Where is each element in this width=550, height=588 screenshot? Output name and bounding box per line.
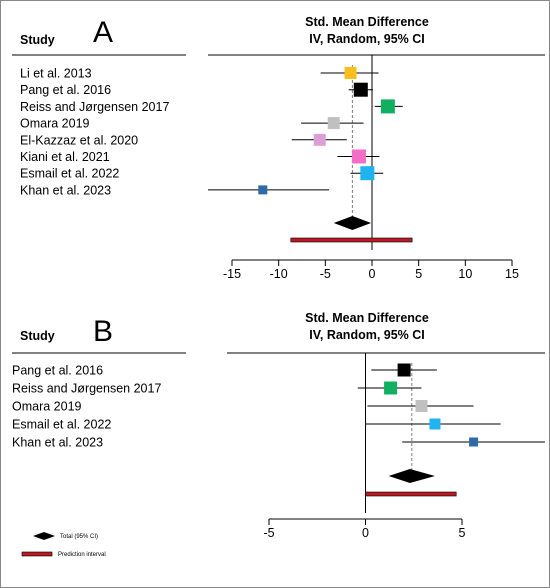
panel-b-study-label: Pang et al. 2016 xyxy=(12,364,103,378)
panel-a-study-estimate-marker xyxy=(360,166,375,181)
panel-b-x-tick-label: -5 xyxy=(263,526,274,540)
panel-b-study-estimate-marker xyxy=(397,363,411,377)
panel-a-x-tick-label: 5 xyxy=(415,267,422,281)
panel-b-study-labels: Pang et al. 2016 Reiss and Jørgensen 2017… xyxy=(12,364,161,450)
panel-a-pooled-diamond xyxy=(333,216,372,230)
panel-b-study-estimate-marker xyxy=(469,437,479,447)
panel-b: B Study Std. Mean Difference IV, Random,… xyxy=(12,311,545,540)
panel-b-header-line2: IV, Random, 95% CI xyxy=(309,328,425,342)
panel-a-study-estimate-marker xyxy=(351,149,366,164)
legend-total-label: Total (95% CI) xyxy=(60,534,98,540)
panel-b-study-label: Esmail et al. 2022 xyxy=(12,418,111,432)
panel-a-study-label: Reiss and Jørgensen 2017 xyxy=(20,100,169,114)
panel-b-study-estimate-marker xyxy=(415,400,428,412)
panel-a-study-estimate-marker xyxy=(353,82,368,97)
panel-a-study-labels: Li et al. 2013 Pang et al. 2016 Reiss and … xyxy=(20,67,169,198)
legend-total-diamond-icon xyxy=(33,532,55,540)
panel-b-pooled-diamond xyxy=(388,469,435,483)
panel-a-study-estimate-marker xyxy=(380,99,395,114)
panel-b-study-label: Reiss and Jørgensen 2017 xyxy=(12,382,161,396)
panel-b-prediction-interval-bar xyxy=(365,491,457,497)
panel-a-header-line2: IV, Random, 95% CI xyxy=(309,32,425,46)
panel-a-label: A xyxy=(93,16,113,49)
panel-a-study-label: Khan et al. 2023 xyxy=(20,183,111,197)
panel-a-x-tick-label: 10 xyxy=(458,267,472,281)
panel-a-study-label: El-Kazzaz et al. 2020 xyxy=(20,133,138,147)
panel-a-study-label: Esmail et al. 2022 xyxy=(20,167,119,181)
legend-prediction-label: Prediction interval xyxy=(58,552,106,558)
panel-b-x-tick-label: 5 xyxy=(459,526,466,540)
legend: Total (95% CI) Prediction interval xyxy=(21,532,106,558)
panel-b-label: B xyxy=(93,315,113,348)
panel-a-x-tick-label: 15 xyxy=(505,267,519,281)
panel-a-x-tick-label: -5 xyxy=(320,267,331,281)
panel-b-study-label: Omara 2019 xyxy=(12,400,82,414)
panel-a-x-tick-label: -10 xyxy=(270,267,288,281)
panel-b-x-tick-label: 0 xyxy=(362,526,369,540)
panel-a-study-label: Pang et al. 2016 xyxy=(20,83,111,97)
panel-b-header-line1: Std. Mean Difference xyxy=(305,311,429,325)
panel-a-x-tick-label: -15 xyxy=(223,267,241,281)
panel-a-study-estimate-marker xyxy=(258,185,268,195)
panel-b-study-header: Study xyxy=(20,329,55,343)
panel-a-study-estimate-marker xyxy=(313,133,326,146)
panel-a-prediction-interval-bar xyxy=(290,237,413,243)
panel-b-plot-area: -5 0 5 xyxy=(263,353,545,540)
panel-a-study-label: Kiani et al. 2021 xyxy=(20,150,110,164)
panel-a-plot-area: -15 -10 -5 0 5 10 15 xyxy=(208,55,519,281)
panel-b-study-label: Khan et al. 2023 xyxy=(12,436,103,450)
panel-a-study-label: Omara 2019 xyxy=(20,117,90,131)
panel-a-study-estimate-marker xyxy=(327,117,340,130)
panel-a-study-estimate-marker xyxy=(344,67,357,79)
panel-a: A Study Std. Mean Difference IV, Random,… xyxy=(12,15,545,281)
panel-b-study-estimate-marker xyxy=(384,381,398,395)
panel-a-header-line1: Std. Mean Difference xyxy=(305,15,429,29)
legend-prediction-swatch-icon xyxy=(21,551,53,557)
panel-a-study-label: Li et al. 2013 xyxy=(20,67,92,81)
panel-a-x-tick-label: 0 xyxy=(369,267,376,281)
panel-a-study-header: Study xyxy=(20,33,55,47)
panel-b-study-estimate-marker xyxy=(429,418,441,430)
